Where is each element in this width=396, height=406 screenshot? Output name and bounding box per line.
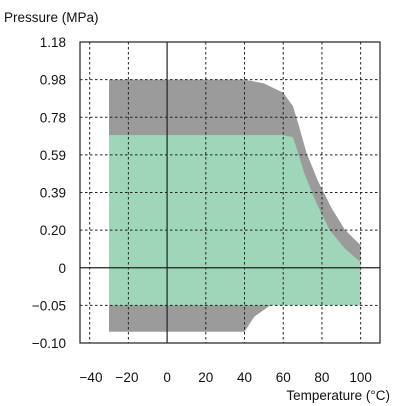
y-tick-label: 0.20 [40, 223, 66, 238]
y-tick-label: 0 [58, 261, 66, 276]
x-tick-label: 100 [349, 370, 372, 385]
tick-labels: 1.18 0.98 0.78 0.59 0.39 0.20 0 −0.05 −0.10 −40 −2… [32, 35, 372, 385]
grid [79, 41, 381, 344]
x-tick-label: 60 [276, 370, 291, 385]
x-tick-label: −40 [80, 370, 103, 385]
x-tick-label: −20 [116, 370, 139, 385]
y-tick-label: 0.98 [40, 73, 66, 88]
y-tick-label: −0.05 [32, 298, 66, 313]
y-axis-title: Pressure (MPa) [4, 10, 99, 25]
y-tick-label: 0.39 [40, 186, 66, 201]
x-tick-label: 40 [237, 370, 252, 385]
x-tick-label: 20 [198, 370, 213, 385]
x-tick-label: 80 [314, 370, 329, 385]
x-axis-title: Temperature (°C) [286, 388, 390, 403]
x-tick-label: 0 [163, 370, 171, 385]
y-tick-label: 0.59 [40, 148, 66, 163]
y-tick-label: 1.18 [40, 35, 66, 50]
regions [109, 79, 361, 332]
inner-region [109, 135, 361, 306]
y-tick-label: −0.10 [32, 336, 66, 351]
y-tick-label: 0.78 [40, 110, 66, 125]
